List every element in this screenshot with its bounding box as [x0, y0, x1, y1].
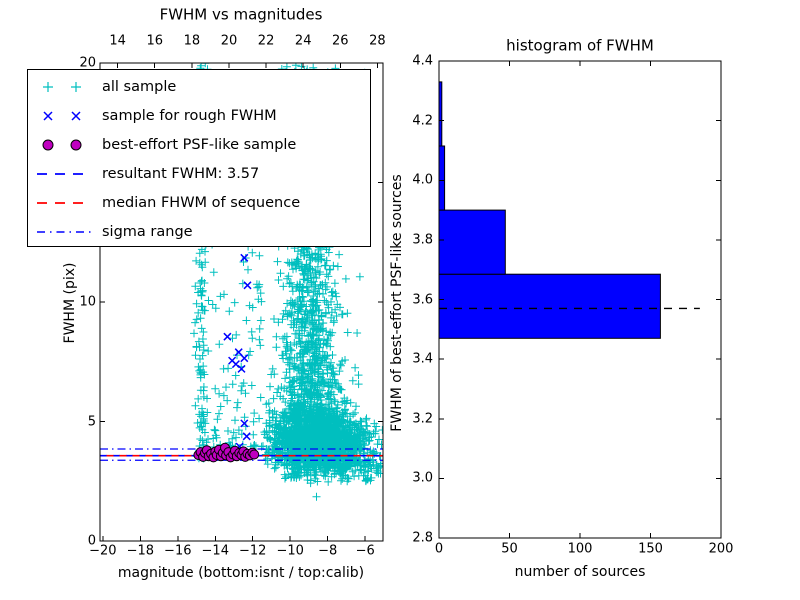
legend-row-1: all sample	[28, 72, 370, 101]
legend-row-2: sample for rough FWHM	[28, 101, 370, 130]
legend-label: sample for rough FWHM	[102, 107, 277, 124]
circle-marker-icon	[42, 139, 82, 150]
legend-row-4: resultant FWHM: 3.57	[28, 159, 370, 188]
histogram-bars	[438, 81, 661, 339]
legend-label: best-effort PSF-like sample	[102, 136, 297, 153]
dashed-line-icon	[37, 201, 91, 204]
legend-row-3: best-effort PSF-like sample	[28, 130, 370, 159]
legend-label: sigma range	[102, 223, 193, 240]
legend-label: median FHWM of sequence	[102, 194, 301, 211]
psf-sample-scatter	[193, 442, 260, 463]
dashdot-line-icon	[37, 230, 91, 233]
legend-row-6: sigma range	[28, 217, 370, 246]
x-marker-icon	[43, 110, 81, 121]
dashed-line-icon	[37, 172, 91, 175]
plus-marker-icon	[43, 81, 81, 92]
legend-row-5: median FHWM of sequence	[28, 188, 370, 217]
legend: all sample sample for rough FWHM best-effo…	[27, 69, 371, 247]
axes-frames	[99, 60, 722, 542]
legend-label: resultant FWHM: 3.57	[102, 165, 260, 182]
legend-label: all sample	[102, 78, 177, 95]
